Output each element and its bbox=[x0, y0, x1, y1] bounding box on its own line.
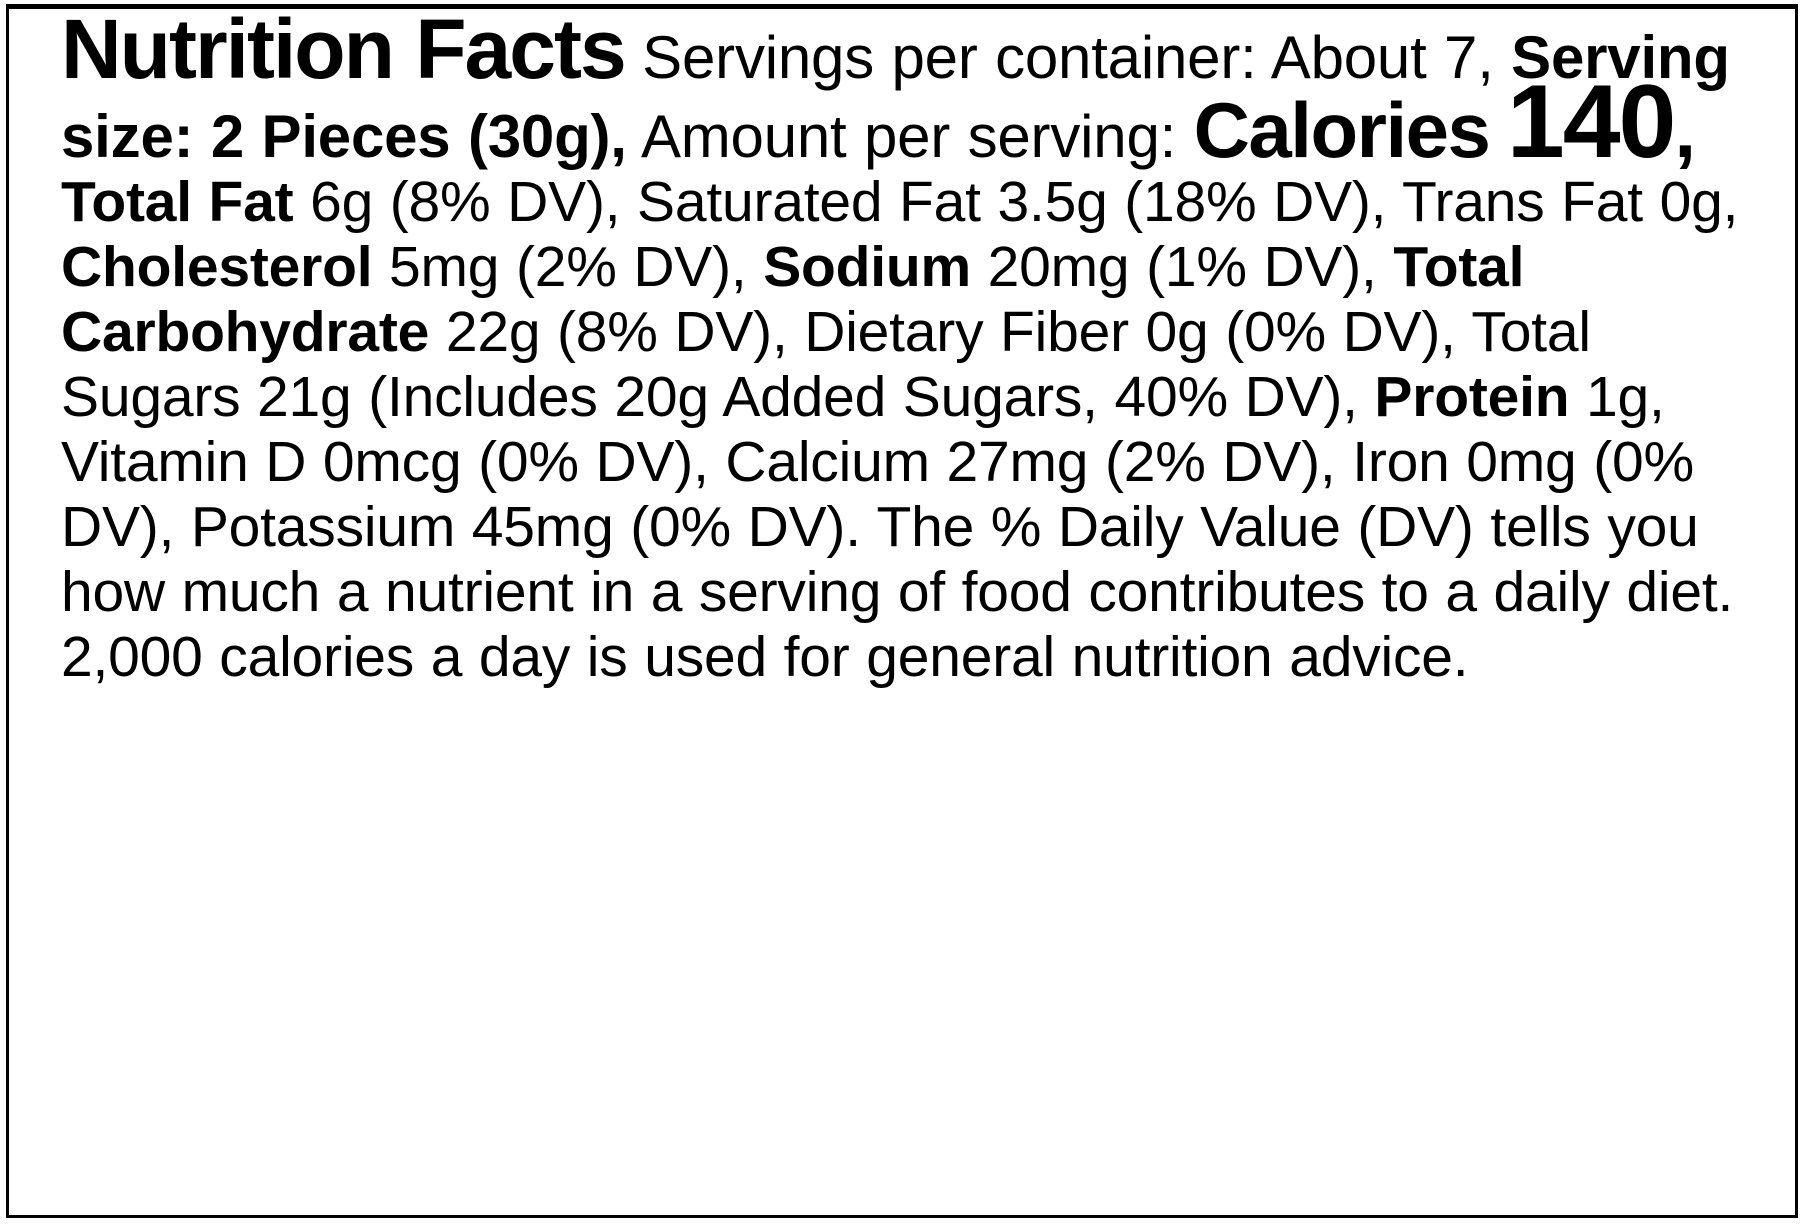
nutrient-daily-value: (0% DV), bbox=[1225, 300, 1456, 364]
nutrient-daily-value: (8% DV), bbox=[556, 300, 788, 364]
nutrient-daily-value: (0% DV). bbox=[630, 495, 861, 559]
space-4 bbox=[1176, 103, 1193, 170]
nutrient-daily-value: (8% DV), bbox=[389, 170, 621, 234]
nutrient-amount: 21g bbox=[257, 365, 352, 429]
nutrient-amount: 5mg bbox=[389, 235, 500, 299]
label-content: Nutrition Facts Servings per container: … bbox=[61, 7, 1769, 1215]
label-border: Nutrition Facts Servings per container: … bbox=[6, 4, 1798, 1218]
nutrient-daily-value: (2% DV), bbox=[1104, 430, 1336, 494]
nutrient-amount: 0g bbox=[1145, 300, 1209, 364]
nutrient-daily-value: (18% DV), bbox=[1124, 170, 1387, 234]
nutrient-daily-value: (0% DV), bbox=[61, 430, 1694, 559]
servings-per-container-label: Servings per container: bbox=[642, 24, 1257, 91]
space-3 bbox=[627, 103, 641, 170]
serving-size-label: Serving size: bbox=[61, 24, 1730, 170]
calories-comma: , bbox=[1674, 86, 1696, 174]
nutrient-name: Iron bbox=[1352, 430, 1450, 494]
nutrient-name: Cholesterol bbox=[61, 235, 373, 299]
nutrient-daily-value: (1% DV), bbox=[1146, 235, 1377, 299]
nutrient-name: Calcium bbox=[725, 430, 930, 494]
nutrient-amount: 0g bbox=[1659, 170, 1723, 234]
nutrient-amount: 22g bbox=[445, 300, 541, 364]
servings-per-container-value: About 7 bbox=[1270, 24, 1478, 91]
nutrient-name: Total Carbohydrate bbox=[61, 235, 1525, 364]
nutrient-daily-value: , bbox=[1722, 170, 1739, 234]
title-spacer bbox=[625, 24, 642, 91]
calories-label: Calories bbox=[1193, 86, 1491, 174]
nutrient-daily-value: , bbox=[1649, 365, 1665, 429]
nutrient-amount: 1g bbox=[1586, 365, 1650, 429]
amount-per-serving-label: Amount per serving: bbox=[640, 103, 1177, 170]
nutrition-facts-text-flow: Nutrition Facts Servings per container: … bbox=[61, 7, 1769, 689]
page-title: Nutrition Facts bbox=[61, 2, 627, 96]
nutrient-amount: 0mcg bbox=[322, 430, 462, 494]
nutrient-amount: 45mg bbox=[471, 495, 614, 559]
nutrient-amount: 27mg bbox=[946, 430, 1089, 494]
nutrient-name: Protein bbox=[1374, 365, 1570, 429]
nutrient-name: Total Fat bbox=[61, 170, 294, 234]
nutrient-name: Potassium bbox=[190, 495, 456, 559]
space-2 bbox=[193, 103, 210, 170]
footnote: The % Daily Value (DV) tells you how muc… bbox=[61, 495, 1734, 689]
space-5 bbox=[1489, 103, 1506, 170]
nutrient-name: Trans Fat bbox=[1401, 170, 1643, 234]
nutrient-name: Vitamin D bbox=[61, 430, 307, 494]
nutrient-amount: 0mg bbox=[1466, 430, 1577, 494]
nutrient-daily-value: (0% DV), bbox=[478, 430, 709, 494]
nutrients-run: Total Fat 6g (8% DV), Saturated Fat 3.5g… bbox=[61, 170, 1738, 559]
calories-value: 140 bbox=[1506, 64, 1677, 180]
serving-size-value: 2 Pieces (30g), bbox=[210, 103, 627, 170]
nutrient-amount: 3.5g bbox=[997, 170, 1108, 234]
comma-1: , bbox=[1477, 24, 1512, 91]
nutrient-daily-value: (Includes 20g Added Sugars, 40% DV), bbox=[368, 365, 1358, 429]
nutrient-daily-value: (2% DV), bbox=[515, 235, 747, 299]
nutrient-name: Total Sugars bbox=[61, 300, 1591, 429]
space-1 bbox=[1257, 24, 1271, 91]
nutrient-amount: 20mg bbox=[987, 235, 1130, 299]
nutrient-name: Sodium bbox=[763, 235, 971, 299]
nutrient-name: Saturated Fat bbox=[637, 170, 981, 234]
nutrient-name: Dietary Fiber bbox=[804, 300, 1129, 364]
nutrient-amount: 6g bbox=[310, 170, 374, 234]
